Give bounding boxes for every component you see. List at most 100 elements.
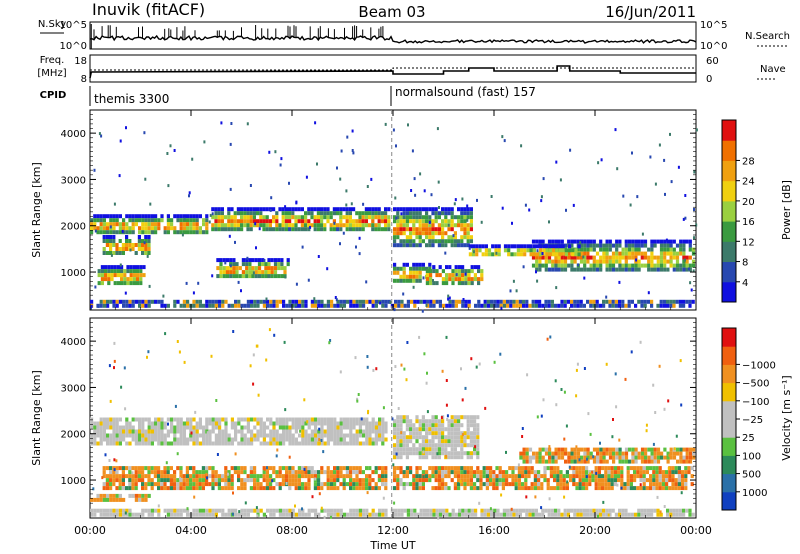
range-gate-cell xyxy=(463,227,467,232)
range-gate-cell xyxy=(636,474,640,479)
range-gate-cell xyxy=(121,482,125,487)
range-gate-cell xyxy=(349,437,353,442)
range-gate-cell xyxy=(442,508,446,513)
range-gate-cell xyxy=(589,508,593,513)
range-gate-cell xyxy=(428,478,432,483)
range-gate-cell xyxy=(684,474,688,479)
range-gate-cell xyxy=(248,262,252,267)
range-gate-cell xyxy=(610,466,614,471)
range-gate-cell xyxy=(115,512,119,517)
range-gate-cell xyxy=(611,299,615,304)
range-gate-cell xyxy=(444,443,448,448)
range-gate-cell xyxy=(355,474,359,479)
range-gate-cell xyxy=(320,219,324,224)
range-gate-cell xyxy=(567,263,571,268)
range-gate-cell xyxy=(227,474,231,479)
range-gate-cell xyxy=(415,435,419,440)
range-gate-cell xyxy=(611,303,615,308)
range-gate-cell xyxy=(680,491,683,495)
range-gate-cell xyxy=(394,365,397,368)
range-gate-cell xyxy=(554,512,558,517)
range-gate-cell xyxy=(264,266,268,271)
range-gate-cell xyxy=(450,470,454,475)
range-gate-cell xyxy=(218,437,222,442)
range-gate-cell xyxy=(540,506,543,510)
range-gate-cell xyxy=(266,466,268,470)
range-gate-cell xyxy=(602,243,606,248)
range-gate-cell xyxy=(565,486,569,491)
range-gate-cell xyxy=(571,248,575,253)
range-gate-cell xyxy=(441,223,445,228)
range-gate-cell xyxy=(542,244,546,249)
range-gate-cell xyxy=(656,447,661,452)
range-gate-cell xyxy=(134,478,138,483)
range-gate-cell xyxy=(208,303,212,308)
range-gate-cell xyxy=(445,454,447,458)
range-gate-cell xyxy=(106,497,110,502)
range-gate-cell xyxy=(243,441,247,446)
range-gate-cell xyxy=(453,455,457,460)
range-gate-cell xyxy=(173,512,177,517)
range-gate-cell xyxy=(357,393,360,396)
range-gate-cell xyxy=(211,227,215,232)
range-gate-cell xyxy=(447,455,451,460)
range-gate-cell xyxy=(676,459,680,464)
range-gate-cell xyxy=(460,455,464,460)
range-gate-cell xyxy=(176,218,180,223)
range-gate-cell xyxy=(275,219,279,224)
range-gate-cell xyxy=(123,277,127,282)
range-gate-cell xyxy=(589,239,593,244)
range-gate-cell xyxy=(108,459,111,462)
range-gate-cell xyxy=(134,482,138,487)
range-gate-cell xyxy=(581,466,585,471)
range-gate-cell xyxy=(405,423,409,428)
range-gate-cell xyxy=(192,214,196,219)
range-gate-cell xyxy=(278,470,282,475)
range-gate-cell xyxy=(522,455,526,460)
range-gate-cell xyxy=(224,227,228,232)
range-gate-cell xyxy=(605,243,609,248)
range-gate-cell xyxy=(141,230,145,235)
range-gate-cell xyxy=(547,239,552,244)
range-gate-cell xyxy=(240,508,244,513)
range-gate-cell xyxy=(304,421,308,426)
range-gate-cell xyxy=(93,421,97,426)
range-gate-cell xyxy=(627,267,632,272)
range-gate-cell xyxy=(544,263,548,268)
range-gate-cell xyxy=(217,215,221,220)
range-gate-cell xyxy=(570,451,574,456)
range-gate-cell xyxy=(265,215,269,220)
range-gate-cell xyxy=(425,227,429,232)
range-gate-cell xyxy=(186,512,190,517)
range-gate-cell xyxy=(144,429,148,434)
range-gate-cell xyxy=(592,512,596,517)
range-gate-cell xyxy=(317,417,321,422)
range-gate-cell xyxy=(566,480,569,484)
range-gate-cell xyxy=(467,273,471,278)
range-gate-cell xyxy=(150,230,154,235)
range-gate-cell xyxy=(518,299,522,304)
range-gate-cell xyxy=(294,486,298,491)
range-gate-cell xyxy=(349,474,353,479)
range-gate-cell xyxy=(144,474,148,479)
range-gate-cell xyxy=(249,227,253,232)
range-gate-cell xyxy=(597,514,599,518)
range-gate-cell xyxy=(418,223,422,228)
range-gate-cell xyxy=(631,247,635,252)
range-gate-cell xyxy=(602,299,606,304)
range-gate-cell xyxy=(533,478,537,483)
range-gate-cell xyxy=(144,247,148,251)
range-gate-cell xyxy=(509,512,513,517)
range-gate-cell xyxy=(570,267,574,272)
range-gate-cell xyxy=(150,433,154,438)
range-gate-cell xyxy=(234,512,238,517)
range-gate-cell xyxy=(345,227,349,232)
range-gate-cell xyxy=(269,512,273,517)
range-gate-cell xyxy=(673,447,676,451)
range-gate-cell xyxy=(545,252,549,257)
range-gate-cell xyxy=(99,218,103,223)
range-gate-cell xyxy=(182,429,186,434)
range-gate-cell xyxy=(358,303,362,308)
range-gate-cell xyxy=(358,482,362,487)
range-gate-cell xyxy=(262,227,266,232)
